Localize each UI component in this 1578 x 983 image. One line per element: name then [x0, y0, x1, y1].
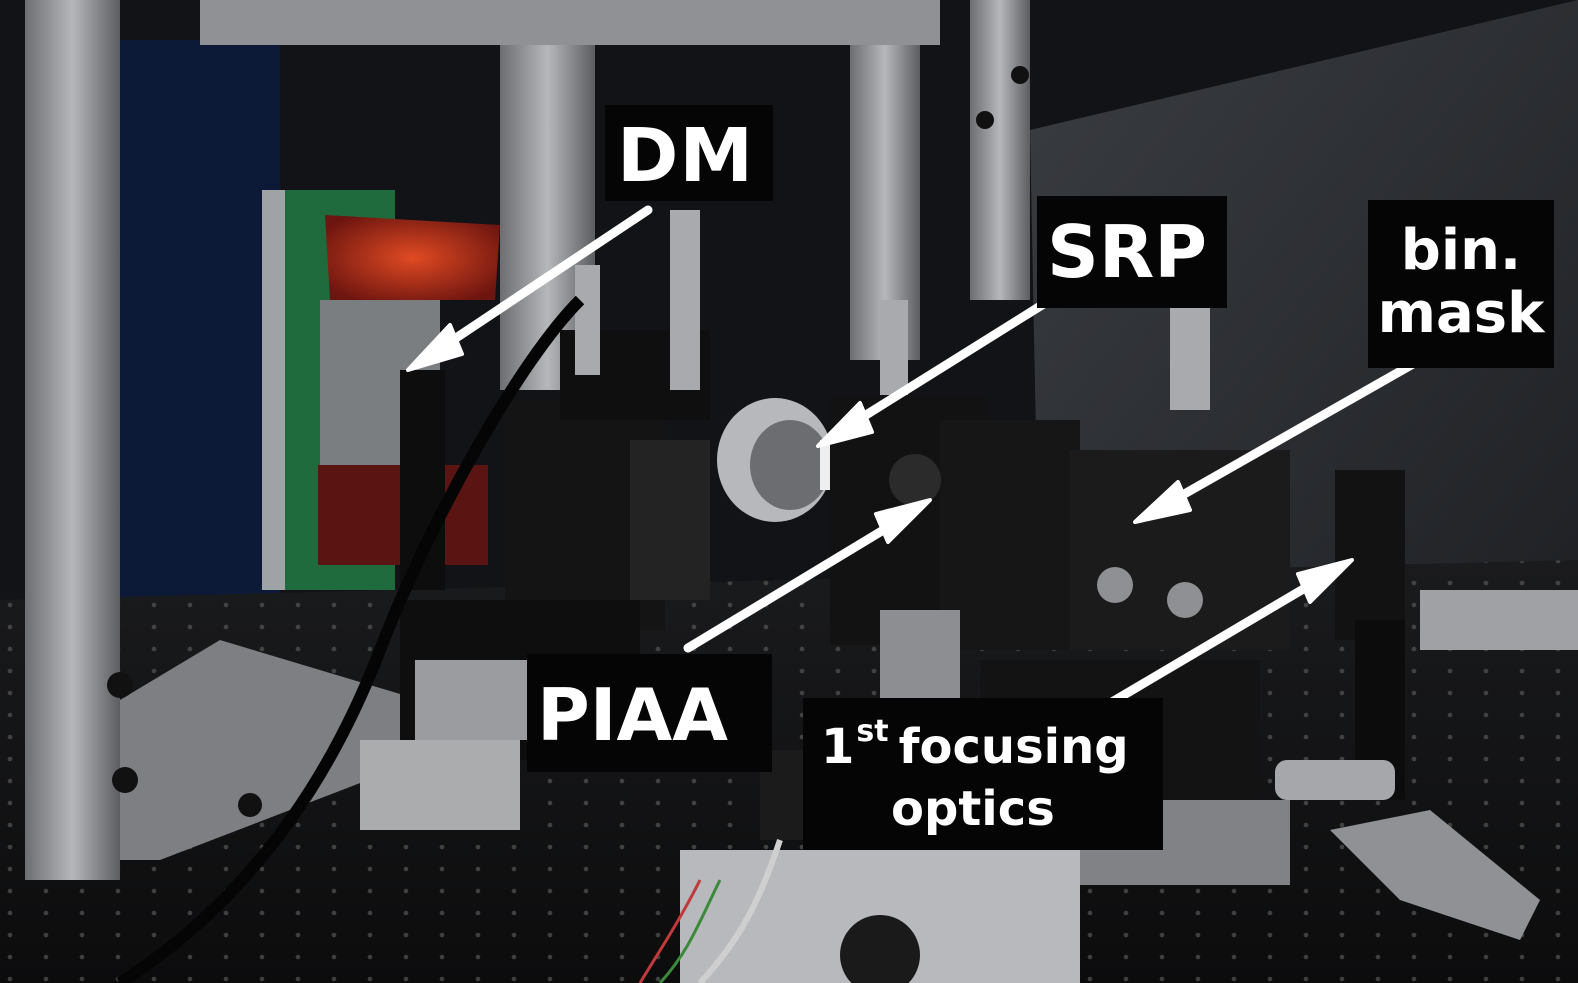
focusing-line2: optics — [891, 781, 1055, 838]
left-frame-post — [25, 0, 120, 880]
dm-label: DM — [605, 105, 773, 201]
binary-mask-mount — [1070, 450, 1290, 650]
translation-stage — [360, 740, 520, 830]
focusing-line1: focusing — [898, 719, 1129, 775]
piaa-label: PIAA — [527, 654, 772, 772]
black-cable — [116, 295, 585, 983]
lower-frame-brace — [120, 640, 420, 860]
dm-red-cable — [325, 215, 500, 300]
bin-mask-label: bin. mask — [1368, 200, 1554, 368]
srp-label: SRP — [1037, 196, 1227, 308]
focusing-optics-label: 1st focusing optics — [803, 698, 1163, 850]
micrometer — [1275, 760, 1395, 800]
blue-panel — [110, 40, 280, 600]
focusing-prefix: 1 — [821, 719, 855, 775]
bin-mask-label-text: bin. mask — [1377, 218, 1545, 346]
focusing-sup: st — [856, 714, 889, 749]
